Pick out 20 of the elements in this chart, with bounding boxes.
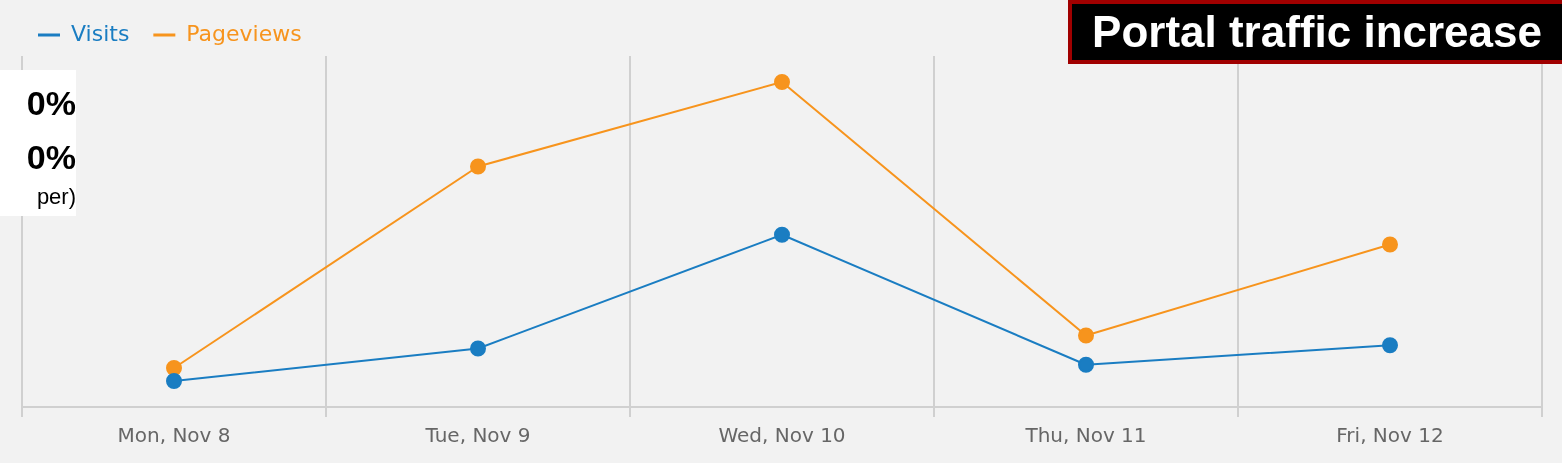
legend-label: Visits — [71, 20, 130, 46]
point — [774, 226, 790, 243]
annotation: 0% — [25, 83, 76, 124]
annotation: per) — [35, 184, 76, 210]
point — [166, 373, 182, 389]
point — [166, 360, 182, 376]
point — [470, 340, 486, 357]
point — [1382, 236, 1398, 253]
point — [1078, 356, 1094, 373]
x-tick-label: Fri, Nov 12 — [1336, 423, 1444, 448]
x-tick-label: Thu, Nov 11 — [1024, 423, 1147, 448]
point — [470, 158, 486, 175]
point — [1078, 327, 1094, 344]
point — [1382, 337, 1398, 354]
x-tick-label: Mon, Nov 8 — [117, 423, 231, 448]
legend-label: Pageviews — [186, 20, 302, 46]
x-tick-label: Wed, Nov 10 — [718, 423, 846, 448]
annotation: 0% — [25, 137, 76, 178]
point — [774, 74, 790, 90]
x-tick-label: Tue, Nov 9 — [424, 423, 531, 448]
